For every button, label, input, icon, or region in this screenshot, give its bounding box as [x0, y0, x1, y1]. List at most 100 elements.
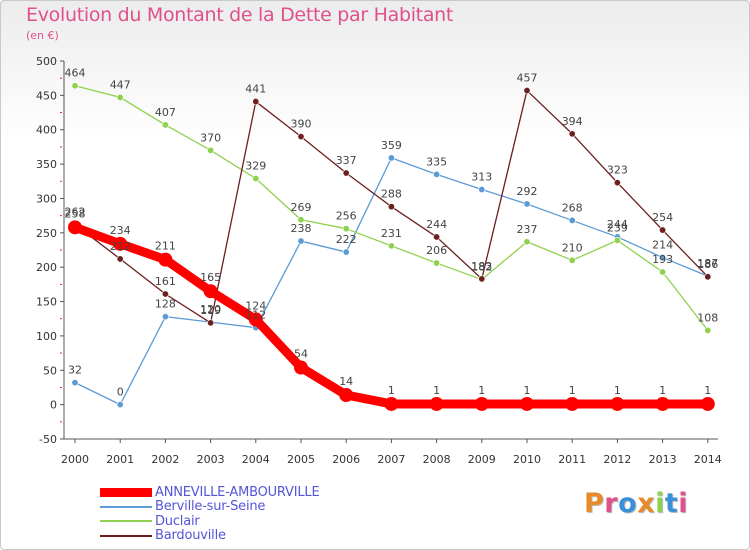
data-point [387, 242, 395, 250]
data-label: 244 [426, 218, 447, 231]
data-point [161, 121, 169, 129]
data-point [568, 216, 576, 224]
proxiti-logo: Proxiti [584, 488, 688, 519]
data-label: 390 [291, 118, 312, 131]
y-tick-label: 300 [36, 192, 57, 205]
x-tick-label: 2012 [603, 453, 631, 466]
x-tick-label: 2011 [558, 453, 586, 466]
data-label: 1 [524, 384, 531, 397]
data-point [71, 82, 79, 90]
data-label: 124 [245, 299, 266, 312]
data-point [387, 154, 395, 162]
data-point [252, 98, 260, 106]
data-label: 210 [562, 241, 583, 254]
data-label: 237 [517, 223, 538, 236]
y-ticks: -50 0 50 100 150 200 250 300 350 400 450 500 [36, 55, 64, 446]
data-label: 161 [155, 275, 176, 288]
y-tick-label: 100 [36, 330, 57, 343]
data-label: 186 [697, 258, 718, 271]
data-label: 323 [607, 164, 628, 177]
data-label: 193 [652, 253, 673, 266]
data-label: 165 [200, 271, 221, 284]
x-tick-label: 2007 [377, 453, 405, 466]
data-point [704, 326, 712, 334]
data-label: 1 [388, 384, 395, 397]
data-label: 14 [339, 375, 353, 388]
data-label: 269 [291, 201, 312, 214]
data-point [71, 379, 79, 387]
data-label: 370 [200, 131, 221, 144]
y-tick-label: 0 [50, 399, 57, 412]
legend-item: ANNEVILLE-AMBOURVILLE [100, 485, 320, 500]
data-label: 206 [426, 244, 447, 257]
legend-swatch [100, 487, 152, 497]
data-label: 407 [155, 106, 176, 119]
data-label: 32 [68, 364, 82, 377]
y-tick-label: 350 [36, 158, 57, 171]
data-label: 335 [426, 155, 447, 168]
logo-letter: x [637, 488, 656, 519]
data-point [161, 290, 169, 298]
data-point [116, 401, 124, 409]
data-label: 447 [110, 78, 131, 91]
data-label: 182 [471, 261, 492, 274]
data-label: 183 [471, 260, 492, 273]
data-label: 1 [433, 384, 440, 397]
data-label: 256 [336, 210, 357, 223]
data-label: 112 [245, 309, 266, 322]
data-point [429, 396, 444, 411]
data-label: 441 [245, 83, 266, 96]
legend-label: Berville-sur-Seine [155, 499, 266, 514]
data-label: 329 [245, 160, 266, 173]
legend-swatch [100, 505, 152, 508]
data-point [207, 146, 215, 154]
x-ticks: 2000 2001 2002 2003 2004 2005 2006 2007 2008 2009… [61, 439, 722, 466]
data-point [474, 396, 489, 411]
data-point [478, 186, 486, 194]
x-tick-label: 2000 [61, 453, 89, 466]
x-tick-label: 2009 [468, 453, 496, 466]
data-label: 1 [704, 384, 711, 397]
logo-letter: P [584, 488, 605, 519]
data-label: 120 [200, 303, 221, 316]
data-point [342, 169, 350, 177]
data-point [523, 238, 531, 246]
data-label: 128 [155, 298, 176, 311]
data-point [523, 200, 531, 208]
data-label: 262 [65, 206, 86, 219]
data-point [655, 396, 670, 411]
data-label: 234 [110, 224, 131, 237]
x-tick-label: 2004 [242, 453, 270, 466]
data-point [433, 259, 441, 267]
data-point [203, 284, 218, 299]
data-label: 1 [659, 384, 666, 397]
data-label: 1 [478, 384, 485, 397]
logo-letter: t [664, 488, 679, 519]
x-tick-label: 2002 [151, 453, 179, 466]
data-label: 1 [569, 384, 576, 397]
data-label: 211 [155, 240, 176, 253]
data-point [659, 268, 667, 276]
data-label: 394 [562, 115, 583, 128]
data-label: 292 [517, 185, 538, 198]
data-label: 258 [65, 207, 86, 220]
data-label: 108 [697, 311, 718, 324]
legend-label: Bardouville [155, 528, 226, 543]
logo-letter: r [604, 488, 619, 519]
y-tick-label: 50 [43, 364, 57, 377]
data-label: 54 [294, 348, 308, 361]
x-tick-label: 2006 [332, 453, 360, 466]
y-tick-label: 150 [36, 296, 57, 309]
data-point [113, 236, 128, 251]
logo-letter: o [618, 488, 638, 519]
data-point [613, 179, 621, 187]
x-tick-label: 2013 [649, 453, 677, 466]
legend-item: Berville-sur-Seine [100, 499, 266, 514]
legend-swatch [100, 520, 152, 522]
y-tick-label: -50 [39, 433, 57, 446]
data-point [387, 203, 395, 211]
unit-label: (en €) [26, 29, 59, 42]
data-point [659, 226, 667, 234]
data-point [342, 225, 350, 233]
